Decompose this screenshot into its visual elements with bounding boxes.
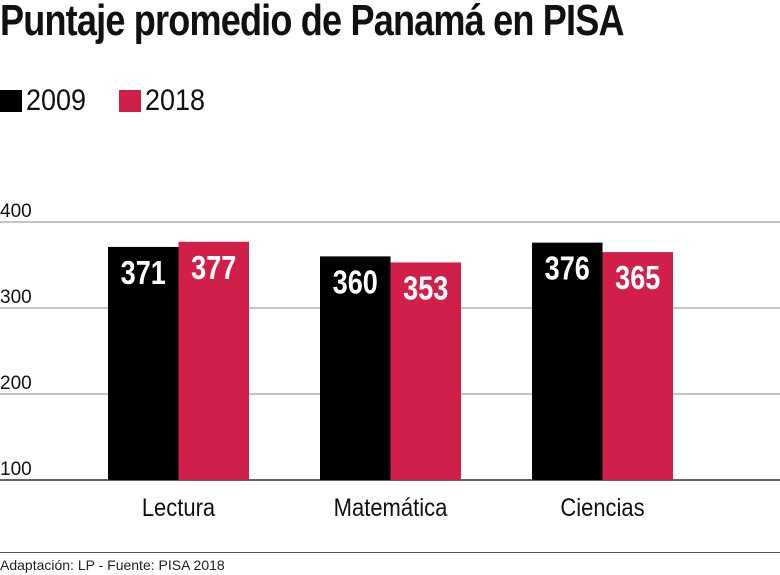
legend-item-2009: 2009 (0, 84, 93, 118)
legend-item-2018: 2018 (118, 84, 212, 118)
data-label: 353 (403, 271, 448, 307)
chart-title: Puntaje promedio de Panamá en PISA (0, 0, 625, 45)
legend-label-2009: 2009 (26, 84, 87, 117)
y-tick-label: 400 (0, 201, 32, 222)
y-tick-label: 200 (0, 373, 32, 394)
y-tick-label: 300 (0, 287, 32, 308)
data-label: 360 (333, 265, 378, 301)
data-label: 371 (121, 256, 166, 292)
bar-2018-lectura (178, 241, 249, 480)
x-tick-label: Lectura (142, 494, 216, 522)
legend-swatch-2018 (118, 90, 141, 112)
legend-label-2018: 2018 (144, 84, 205, 117)
legend-swatch-2009 (0, 90, 22, 112)
legend: 2009 2018 (0, 84, 238, 118)
footer-divider (0, 552, 780, 553)
source-note: Adaptación: LP - Fuente: PISA 2018 (0, 557, 225, 573)
x-tick-label: Ciencias (560, 494, 644, 522)
x-tick-label: Matemática (334, 494, 448, 522)
data-label: 377 (191, 250, 236, 286)
data-label: 376 (545, 251, 590, 287)
bar-2009-matemática (320, 256, 391, 480)
bar-2018-matemática (390, 262, 461, 480)
bar-2018-ciencias (602, 252, 673, 480)
bar-2009-ciencias (532, 242, 603, 480)
y-tick-label: 100 (0, 459, 32, 480)
data-label: 365 (615, 261, 660, 297)
bar-2009-lectura (108, 246, 179, 480)
